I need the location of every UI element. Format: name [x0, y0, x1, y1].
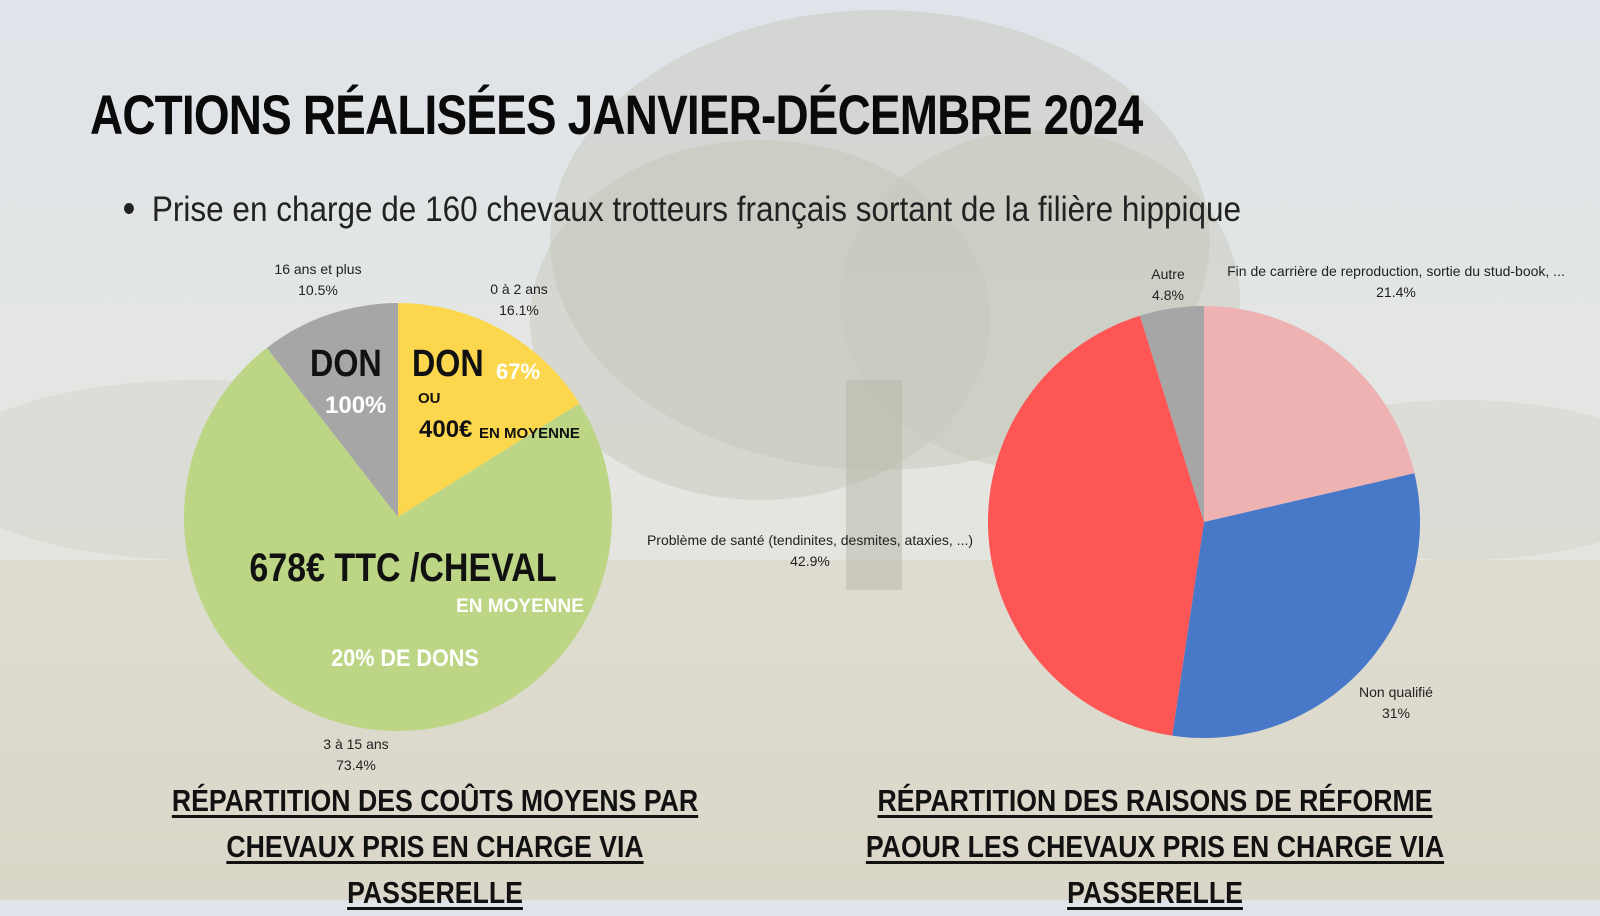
- en-moyenne-small-label: EN MOYENNE: [479, 425, 580, 442]
- reason-slice-label-1: Non qualifié: [1359, 684, 1433, 700]
- cost-main-label: 678€ TTC /CHEVAL: [249, 544, 556, 589]
- bullet-item: Prise en charge de 160 chevaux trotteurs…: [124, 190, 1241, 230]
- reason-slice-label-0: Fin de carrière de reproduction, sortie …: [1227, 263, 1565, 279]
- bullet-text: Prise en charge de 160 chevaux trotteurs…: [151, 190, 1242, 229]
- cost-slice-value-2: 10.5%: [298, 282, 338, 298]
- amount-400-label: 400€: [419, 416, 472, 443]
- reason-slice-2: [987, 315, 1204, 736]
- ou-label: OU: [418, 390, 441, 407]
- cost-slice-2: [266, 303, 398, 517]
- reason-slice-value-1: 31%: [1382, 705, 1410, 721]
- cost-slice-value-0: 16.1%: [499, 302, 539, 318]
- cost-slice-label-0: 0 à 2 ans: [490, 281, 548, 297]
- reason-slice-3: [1139, 306, 1204, 522]
- pie-chart-costs: 0 à 2 ans 16.1% 3 à 15 ans 73.4% 16 ans et p…: [184, 261, 612, 773]
- cost-annotations: DON 100% DON 67% OU 400€ EN MOYENNE 678€…: [249, 343, 583, 672]
- chart-caption-costs: RÉPARTITION DES COÛTS MOYENS PAR CHEVAUX…: [171, 783, 699, 910]
- en-moyenne-green-label: EN MOYENNE: [456, 596, 584, 617]
- reason-slice-value-0: 21.4%: [1376, 284, 1416, 300]
- pct-67-label: 67%: [496, 359, 540, 384]
- bullet-dot-icon: [124, 203, 134, 215]
- cost-slice-0: [398, 303, 580, 517]
- pie-chart-reasons: Fin de carrière de reproduction, sortie …: [647, 263, 1565, 738]
- chart-caption-reasons: RÉPARTITION DES RAISONS DE RÉFORME PAOUR…: [865, 783, 1445, 910]
- reason-slice-value-2: 42.9%: [790, 553, 830, 569]
- pct-100-label: 100%: [325, 392, 386, 419]
- cost-slice-label-1: 3 à 15 ans: [323, 736, 388, 752]
- reason-slice-0: [1204, 306, 1415, 522]
- dons-20-label: 20% DE DONS: [331, 644, 479, 671]
- don-grey-label: DON: [310, 343, 382, 385]
- cost-slice-1: [184, 347, 612, 731]
- reason-slice-label-2: Problème de santé (tendinites, desmites,…: [647, 532, 973, 548]
- cost-slice-value-1: 73.4%: [336, 757, 376, 773]
- cost-slice-label-2: 16 ans et plus: [274, 261, 361, 277]
- reason-slice-value-3: 4.8%: [1152, 287, 1184, 303]
- don-yellow-label: DON: [412, 343, 484, 385]
- page-title: ACTIONS RÉALISÉES JANVIER-DÉCEMBRE 2024: [90, 83, 1143, 146]
- reason-slice-label-3: Autre: [1151, 266, 1185, 282]
- reason-slice-1: [1172, 473, 1420, 738]
